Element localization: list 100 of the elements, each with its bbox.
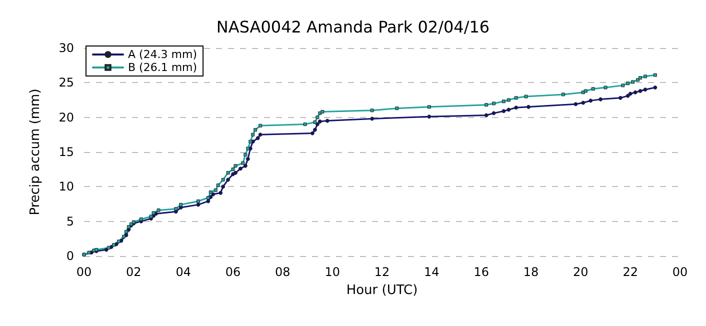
point: [638, 76, 642, 80]
point: [206, 199, 210, 204]
x-tick-label: 14: [424, 265, 440, 279]
legend-label: A (24.3 mm): [128, 48, 198, 61]
point: [248, 140, 252, 144]
point: [514, 106, 518, 110]
point: [226, 178, 230, 182]
x-tick-label: 16: [474, 265, 489, 279]
x-tick-label: 02: [126, 265, 142, 279]
point: [484, 103, 488, 107]
x-tick-label: 22: [622, 265, 638, 279]
x-axis-title: Hour (UTC): [346, 283, 418, 298]
point: [638, 88, 642, 93]
point: [315, 122, 320, 126]
point: [218, 190, 223, 195]
y-tick-label: 5: [66, 214, 74, 228]
point: [526, 104, 531, 109]
point: [621, 84, 625, 88]
point: [312, 128, 317, 132]
point: [492, 102, 496, 106]
chart-title: NASA0042 Amanda Park 02/04/16: [216, 18, 490, 36]
y-axis-title: Precip accum (mm): [28, 88, 43, 216]
point: [243, 164, 248, 168]
point: [370, 116, 374, 121]
point: [179, 202, 183, 206]
point: [626, 94, 630, 98]
point: [104, 248, 108, 252]
point: [126, 225, 130, 229]
point: [238, 166, 242, 171]
point: [246, 146, 250, 150]
x-tick-label: 10: [324, 265, 340, 279]
point: [633, 90, 638, 94]
point: [313, 120, 317, 124]
point: [221, 178, 225, 182]
y-tick-label: 20: [58, 110, 74, 124]
x-tick-label: 04: [176, 265, 191, 279]
point: [221, 184, 226, 189]
point: [112, 243, 116, 247]
point: [631, 80, 635, 84]
point: [310, 131, 314, 136]
y-tick-label: 0: [66, 249, 74, 263]
y-tick-label: 15: [58, 145, 74, 159]
point: [484, 113, 488, 118]
point: [246, 156, 250, 161]
point: [196, 199, 200, 203]
point: [92, 248, 96, 252]
x-tick-label: 00: [672, 265, 688, 279]
point: [325, 118, 330, 123]
point: [244, 153, 248, 157]
x-tick-label: 06: [225, 265, 241, 279]
point: [256, 136, 260, 140]
point: [124, 230, 128, 234]
point: [320, 110, 324, 114]
y-tick-label: 10: [58, 180, 74, 194]
point: [506, 98, 510, 102]
point: [107, 246, 111, 250]
point: [208, 190, 212, 194]
y-tick-label: 30: [58, 41, 74, 55]
point: [152, 211, 156, 215]
point: [216, 184, 220, 188]
point: [643, 74, 647, 78]
x-tick-label: 08: [275, 265, 290, 279]
point: [211, 192, 216, 196]
point: [156, 208, 160, 212]
point: [316, 116, 320, 120]
point: [231, 168, 235, 172]
x-tick-label: 00: [76, 265, 92, 279]
point: [506, 108, 511, 112]
x-tick-label: 12: [374, 265, 390, 279]
point: [226, 171, 230, 175]
x-tick-label: 18: [523, 265, 539, 279]
point: [303, 122, 307, 126]
point: [122, 234, 126, 238]
point: [258, 132, 262, 137]
point: [618, 96, 622, 100]
point: [492, 111, 496, 116]
point: [117, 240, 121, 244]
point: [591, 87, 595, 91]
point: [653, 86, 658, 90]
point: [653, 73, 657, 77]
point: [626, 82, 630, 86]
point: [241, 161, 245, 165]
point: [87, 250, 91, 254]
point: [370, 108, 374, 112]
point: [643, 88, 648, 92]
point: [502, 109, 506, 114]
point: [233, 170, 238, 175]
point: [502, 100, 506, 104]
y-tick-label: 25: [58, 76, 74, 90]
point: [254, 128, 258, 132]
point: [174, 207, 178, 211]
x-tick-label: 20: [573, 265, 588, 279]
point: [514, 96, 518, 100]
point: [604, 86, 608, 90]
legend-label: B (26.1 mm): [128, 61, 198, 74]
point: [214, 188, 218, 192]
point: [588, 98, 593, 103]
point: [628, 92, 632, 96]
point: [395, 106, 399, 110]
point: [574, 102, 578, 106]
